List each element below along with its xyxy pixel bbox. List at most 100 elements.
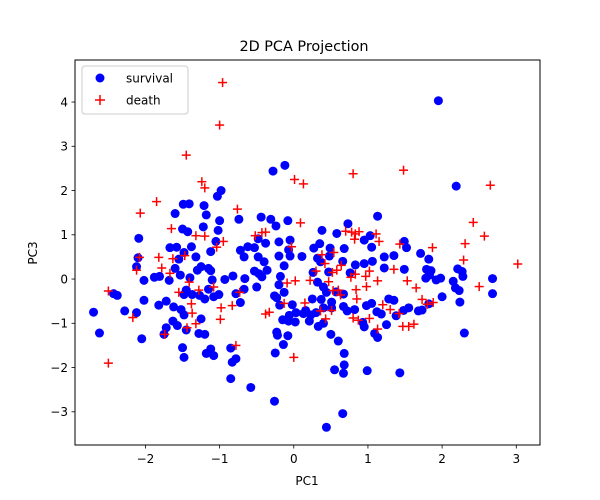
point-survival-1 <box>451 181 461 191</box>
y-axis-label: PC3 <box>26 241 40 264</box>
point-death-69 <box>474 282 484 292</box>
point-survival-114 <box>372 307 382 317</box>
point-death-37 <box>135 252 145 262</box>
point-survival-8 <box>199 201 209 211</box>
x-axis-ticks: −2 −1 0 1 2 3 <box>137 445 520 466</box>
point-survival-174 <box>179 310 189 320</box>
point-death-29 <box>374 236 384 246</box>
point-survival-129 <box>313 277 323 287</box>
point-survival-109 <box>399 305 409 315</box>
point-death-70 <box>513 259 523 269</box>
point-survival-14 <box>215 216 225 226</box>
point-survival-207 <box>339 360 349 370</box>
x-tick-label: −1 <box>211 452 229 466</box>
point-death-82 <box>364 313 374 323</box>
point-death-34 <box>180 251 190 261</box>
point-death-96 <box>187 308 197 318</box>
point-death-106 <box>317 250 327 260</box>
y-tick-label: 2 <box>60 184 68 198</box>
point-death-17 <box>218 236 228 246</box>
point-death-19 <box>166 224 176 234</box>
point-survival-70 <box>297 251 307 261</box>
point-survival-28 <box>402 243 412 253</box>
axes-frame <box>74 59 541 446</box>
point-death-79 <box>327 305 337 315</box>
point-survival-86 <box>416 248 426 258</box>
point-death-107 <box>235 287 245 297</box>
point-survival-217 <box>321 422 331 432</box>
point-death-3 <box>197 177 207 187</box>
point-survival-74 <box>338 256 348 266</box>
point-death-2 <box>181 150 191 160</box>
point-survival-107 <box>459 328 469 338</box>
point-survival-29 <box>339 244 349 254</box>
point-death-15 <box>295 218 305 228</box>
point-death-59 <box>336 290 346 300</box>
point-survival-158 <box>240 274 250 284</box>
y-tick-label: 4 <box>60 95 68 109</box>
point-survival-91 <box>421 273 431 283</box>
point-death-93 <box>209 282 219 292</box>
point-survival-201 <box>272 330 282 340</box>
x-tick-label: 3 <box>512 452 520 466</box>
point-survival-56 <box>192 265 202 275</box>
point-death-89 <box>261 309 271 319</box>
point-survival-46 <box>134 233 144 243</box>
y-tick-label: −3 <box>50 405 68 419</box>
point-death-35 <box>168 254 178 264</box>
point-death-39 <box>165 268 175 278</box>
point-survival-96 <box>458 271 468 281</box>
point-survival-176 <box>161 296 171 306</box>
point-death-52 <box>361 271 371 281</box>
point-death-64 <box>402 276 412 286</box>
point-survival-85 <box>399 264 409 274</box>
point-survival-67 <box>274 251 284 261</box>
point-survival-73 <box>324 251 334 261</box>
plot-area: −2 −1 0 1 2 3 −3 −2 −1 0 1 2 3 4 <box>50 59 541 466</box>
point-survival-23 <box>283 216 293 226</box>
point-survival-3 <box>268 166 278 176</box>
point-survival-191 <box>179 352 189 362</box>
point-death-102 <box>103 358 113 368</box>
point-survival-194 <box>209 351 219 361</box>
x-tick-label: 2 <box>438 452 446 466</box>
point-survival-106 <box>455 297 465 307</box>
point-survival-197 <box>227 357 237 367</box>
point-death-4 <box>200 183 210 193</box>
point-death-62 <box>373 276 383 286</box>
legend-label-survival: survival <box>126 72 173 86</box>
point-death-16 <box>200 231 210 241</box>
point-survival-152 <box>274 280 284 290</box>
point-death-21 <box>261 227 271 237</box>
point-survival-205 <box>333 336 343 346</box>
point-death-66 <box>417 294 427 304</box>
point-death-5 <box>290 174 300 184</box>
point-survival-39 <box>235 245 245 255</box>
point-death-14 <box>232 204 242 214</box>
point-death-97 <box>191 319 201 329</box>
point-survival-163 <box>231 289 241 299</box>
point-survival-33 <box>285 235 295 245</box>
point-death-65 <box>411 283 421 293</box>
point-survival-131 <box>316 294 326 304</box>
point-death-30 <box>395 239 405 249</box>
point-survival-216 <box>338 409 348 419</box>
point-survival-26 <box>367 242 377 252</box>
point-survival-63 <box>207 275 217 285</box>
point-death-0 <box>218 78 228 88</box>
point-survival-145 <box>313 321 323 331</box>
point-survival-10 <box>201 210 211 220</box>
point-survival-161 <box>228 271 238 281</box>
point-survival-214 <box>246 382 256 392</box>
point-survival-80 <box>359 259 369 269</box>
point-survival-190 <box>178 343 188 353</box>
point-survival-101 <box>488 289 498 299</box>
legend-marker-death <box>95 95 105 105</box>
point-survival-187 <box>137 334 147 344</box>
point-death-43 <box>287 242 297 252</box>
point-survival-172 <box>179 290 189 300</box>
point-death-38 <box>157 263 167 273</box>
point-survival-157 <box>249 266 259 276</box>
point-survival-122 <box>350 305 360 315</box>
point-death-32 <box>460 239 470 249</box>
